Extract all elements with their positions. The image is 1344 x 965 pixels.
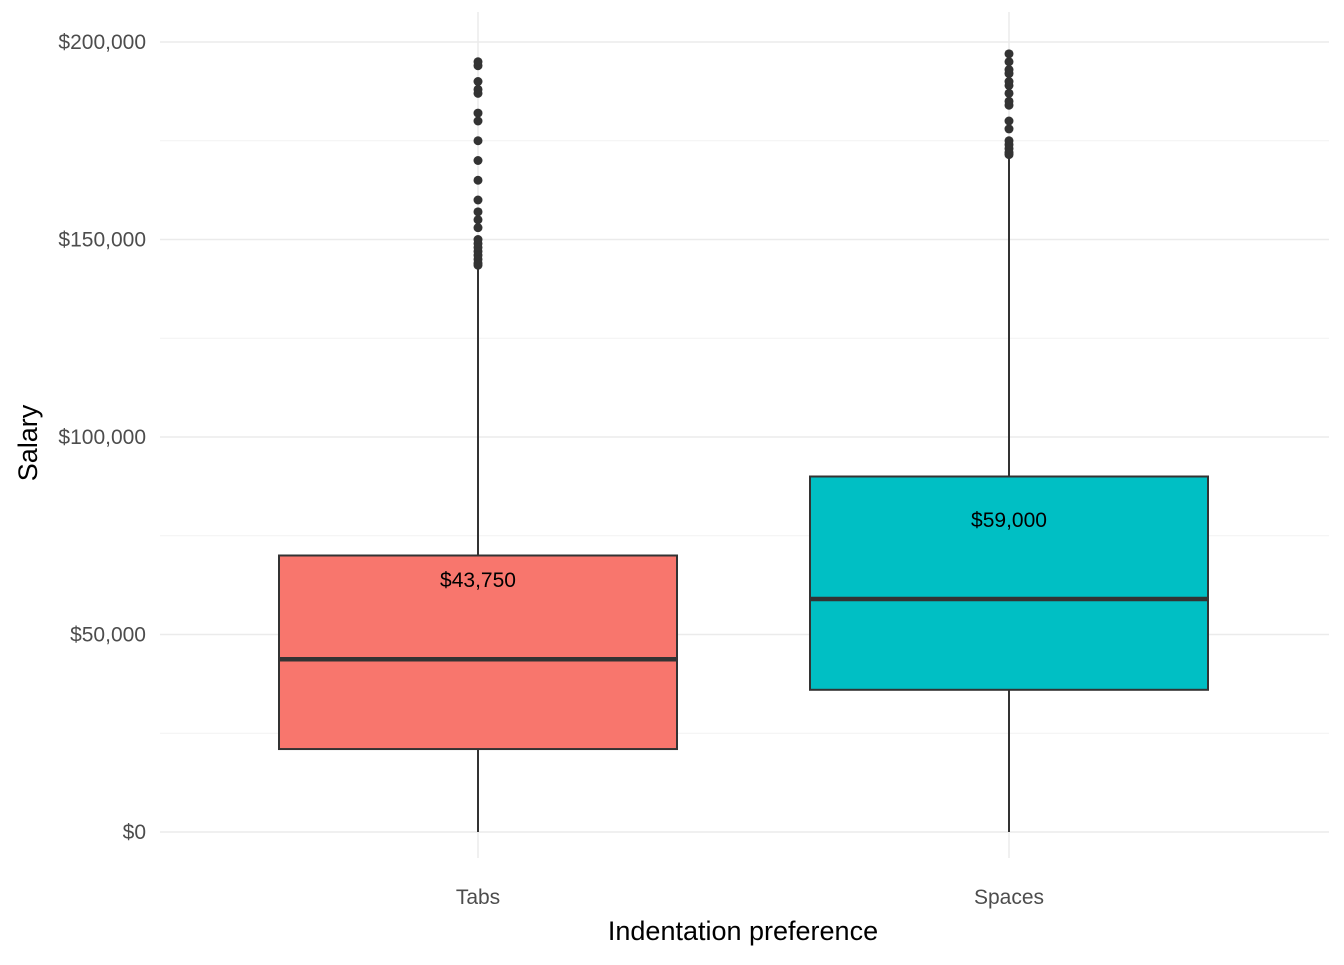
x-axis-title: Indentation preference xyxy=(608,916,878,946)
outlier-point xyxy=(473,84,483,94)
outlier-point xyxy=(473,195,483,205)
outlier-point xyxy=(473,235,483,244)
outlier-point xyxy=(473,136,483,146)
outlier-point xyxy=(473,156,483,165)
y-axis-title: Salary xyxy=(13,404,43,481)
outlier-point xyxy=(1004,57,1014,67)
outlier-point xyxy=(1004,49,1014,59)
iqr-box xyxy=(809,475,1209,691)
outlier-point xyxy=(473,207,483,217)
y-tick-label: $150,000 xyxy=(58,229,146,252)
outlier-point xyxy=(1004,77,1014,86)
outlier-point xyxy=(473,108,483,118)
outlier-point xyxy=(1004,96,1014,106)
median-label: $59,000 xyxy=(971,509,1047,532)
outlier-point xyxy=(1004,124,1014,134)
outlier-point xyxy=(1004,88,1014,98)
outlier-point xyxy=(473,116,483,126)
box-layer xyxy=(278,49,1209,832)
outlier-point xyxy=(473,77,483,86)
axis-layer: Indentation preference Salary xyxy=(13,404,878,946)
y-tick-label: $100,000 xyxy=(58,426,146,449)
y-tick-label: $50,000 xyxy=(70,624,146,647)
label-layer: $0 $50,000 $100,000 $150,000 $200,000 Tabs Spa… xyxy=(58,31,1047,909)
median-label: $43,750 xyxy=(440,569,516,592)
outlier-point xyxy=(1004,116,1014,126)
y-tick-label: $0 xyxy=(123,821,146,844)
outlier-point xyxy=(1004,136,1014,146)
iqr-box xyxy=(278,554,678,751)
outlier-point xyxy=(473,175,483,185)
y-tick-label: $200,000 xyxy=(58,31,146,54)
outlier-point xyxy=(473,223,483,233)
outlier-point xyxy=(1004,65,1014,75)
box-tabs xyxy=(278,57,678,832)
outlier-point xyxy=(473,57,483,67)
x-tick-label: Tabs xyxy=(456,886,500,909)
x-tick-label: Spaces xyxy=(974,886,1044,909)
outlier-point xyxy=(473,215,483,225)
box-spaces xyxy=(809,49,1209,832)
